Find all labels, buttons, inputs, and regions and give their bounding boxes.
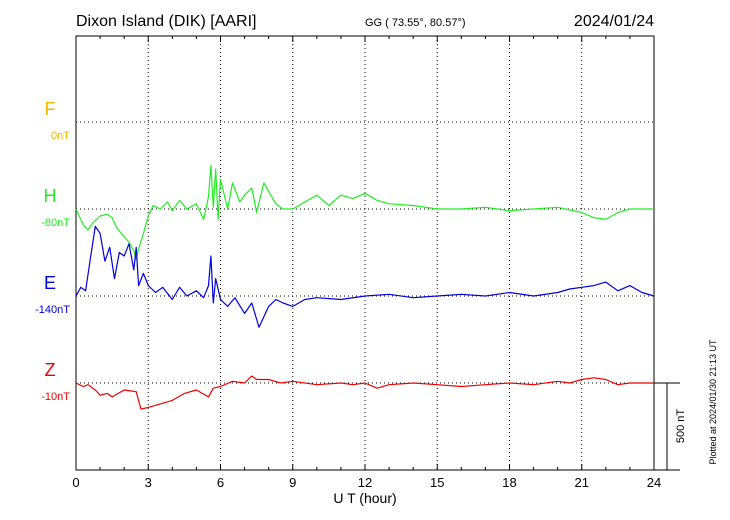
trace-H (75, 164, 654, 261)
scale-bar (654, 382, 680, 471)
date-label: 2024/01/24 (574, 13, 654, 30)
traces (75, 164, 655, 410)
x-tick-label-21: 21 (575, 475, 589, 490)
grid-lines (76, 36, 654, 470)
x-tick-label-0: 0 (72, 475, 79, 490)
series-label-F: F (45, 99, 56, 119)
x-tick-label-9: 9 (289, 475, 296, 490)
baseline-value-E: -140nT (35, 304, 70, 316)
x-tick-label-6: 6 (217, 475, 224, 490)
x-axis-ticks: 0 3 6 9 12 15 18 21 24 (72, 36, 661, 490)
x-tick-label-3: 3 (145, 475, 152, 490)
series-labels: F 0nT H -80nT E -140nT Z -10nT (35, 99, 70, 403)
trace-E (75, 225, 655, 328)
x-tick-label-24: 24 (647, 475, 661, 490)
baseline-value-H: -80nT (41, 217, 70, 229)
series-label-E: E (44, 273, 56, 293)
x-tick-label-18: 18 (502, 475, 516, 490)
station-title: Dixon Island (DIK) [AARI] (76, 13, 257, 30)
trace-Z (75, 375, 654, 410)
plotted-timestamp: Plotted at 2024/01/30 21:13 UT (708, 339, 718, 465)
series-label-Z: Z (45, 360, 56, 380)
baseline-value-Z: -10nT (41, 391, 70, 403)
series-label-H: H (44, 186, 57, 206)
x-tick-label-12: 12 (358, 475, 372, 490)
x-tick-label-15: 15 (430, 475, 444, 490)
baseline-value-F: 0nT (51, 130, 70, 142)
coordinates-label: GG ( 73.55°, 80.57°) (365, 17, 466, 29)
x-axis-label: U T (hour) (333, 490, 396, 506)
scale-bar-label: 500 nT (675, 409, 687, 444)
